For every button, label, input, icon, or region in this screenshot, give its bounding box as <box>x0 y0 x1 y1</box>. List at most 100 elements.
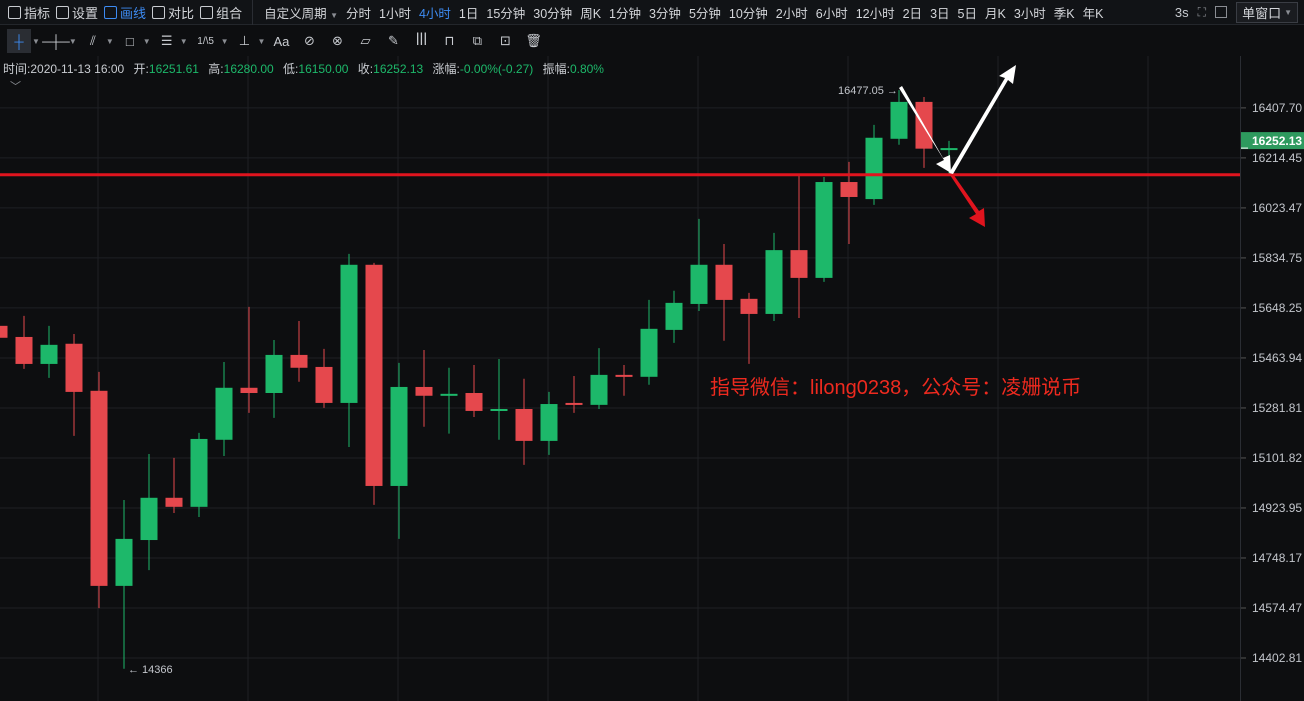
period-tab[interactable]: 3小时 <box>1013 6 1046 21</box>
arrow-down-red <box>950 174 985 227</box>
time-value: 2020-11-13 16:00 <box>30 62 125 76</box>
arrow-down-white <box>899 86 951 173</box>
period-tab[interactable]: 2日 <box>902 6 923 21</box>
candle-up <box>590 374 608 405</box>
period-tab[interactable]: 1日 <box>458 6 479 21</box>
copy-tool[interactable]: ⧉ <box>465 29 489 53</box>
settings-icon <box>56 5 70 19</box>
refresh-interval[interactable]: 3s <box>1174 4 1189 20</box>
candle-down <box>415 386 433 396</box>
candle-down <box>290 354 308 368</box>
chevron-down-icon: ▼ <box>330 10 338 20</box>
period-tab[interactable]: 5日 <box>957 6 977 21</box>
horizontal-line-tool[interactable]: ─┼─ ▼ <box>42 29 77 53</box>
compare-icon <box>152 5 166 19</box>
period-tab[interactable]: 季K <box>1053 6 1075 21</box>
y-tick-label: 15834.75 <box>1252 251 1302 265</box>
toolbar-combo-button[interactable]: 组合 <box>197 0 245 25</box>
toolbar-button-label: 画线 <box>120 5 147 21</box>
parallel-lines-tool[interactable]: ☰ ▼ <box>155 29 188 53</box>
y-tick-label: 14402.81 <box>1252 651 1302 665</box>
candle-up <box>340 264 358 403</box>
toolbar-indicator-button[interactable]: 指标 <box>5 0 53 25</box>
rectangle-tool[interactable]: □ ▼ <box>118 29 151 53</box>
period-tab[interactable]: 1小时 <box>379 6 411 21</box>
period-tab[interactable]: 6小时 <box>815 6 848 21</box>
period-tab[interactable]: 10分钟 <box>728 6 768 21</box>
window-mode-dropdown[interactable]: 单窗口 ▼ <box>1236 1 1298 23</box>
period-tab[interactable]: 月K <box>984 6 1006 21</box>
candle-up <box>890 101 908 139</box>
candle-down <box>615 374 633 377</box>
text-tool[interactable]: Aa <box>269 29 293 53</box>
open-value: 16251.61 <box>148 62 199 76</box>
min-price-label: ← 14366 <box>128 664 173 676</box>
period-tab[interactable]: 1分钟 <box>609 6 641 21</box>
lock-tool[interactable]: ⊓ <box>437 29 461 53</box>
max-price-label: 16477.05 → <box>838 85 898 97</box>
caret-icon[interactable]: ▼ <box>257 36 266 46</box>
toolbar-pen-button[interactable]: 画线 <box>101 0 149 25</box>
arrow-up-white <box>949 65 1016 174</box>
low-value: 16150.00 <box>298 62 349 76</box>
caret-icon[interactable]: ▼ <box>179 36 188 46</box>
toolbar-button-label: 对比 <box>168 5 195 21</box>
window-icon[interactable] <box>1215 6 1228 18</box>
change-value: -0.00%(-0.27) <box>459 62 534 76</box>
period-tab[interactable]: 12小时 <box>855 6 895 21</box>
copy-icon: ⧉ <box>472 33 483 48</box>
indicator-bars-icon: ꟾꟾꟾ <box>415 33 428 48</box>
caret-icon[interactable]: ▼ <box>220 36 229 46</box>
wave-tool[interactable]: 1/\5 ▼ <box>192 29 229 53</box>
wave-icon: 1/\5 <box>197 35 214 47</box>
period-tab[interactable]: 3分钟 <box>648 6 681 21</box>
period-tab[interactable]: 4小时 <box>418 6 451 21</box>
candle-up <box>265 354 283 394</box>
caret-icon[interactable]: ▼ <box>105 36 114 46</box>
period-tab[interactable]: 分时 <box>346 6 372 21</box>
chevron-down-icon[interactable]: ﹀ <box>10 81 21 93</box>
toolbar-compare-button[interactable]: 对比 <box>149 0 197 25</box>
delete-tool[interactable]: 🗑 <box>521 29 545 53</box>
ruler-tool[interactable]: ▱ <box>353 29 377 53</box>
magnet-tool[interactable]: ⊘ <box>297 29 321 53</box>
trash-icon: 🗑 <box>525 33 542 48</box>
period-tab[interactable]: 周K <box>580 6 602 21</box>
open-label: 开: <box>133 62 149 76</box>
candle-down <box>90 390 108 586</box>
candle-down <box>740 298 758 314</box>
candle-up <box>690 264 708 304</box>
period-tab[interactable]: 5分钟 <box>688 6 721 21</box>
link-tool[interactable]: ⊗ <box>325 29 349 53</box>
ruler-icon: ▱ <box>360 33 371 48</box>
caret-icon[interactable]: ▼ <box>32 36 40 46</box>
measure-tool[interactable]: ⊥ ▼ <box>233 29 266 53</box>
y-tick-label: 15101.82 <box>1252 451 1302 465</box>
custom-period-dropdown[interactable]: 自定义周期 ▼ <box>260 3 342 22</box>
period-tab[interactable]: 15分钟 <box>486 6 526 21</box>
trend-line-icon: ⫽ <box>89 33 96 48</box>
caret-icon[interactable]: ▼ <box>142 36 151 46</box>
crosshair-tool[interactable]: ┼ ▼ <box>7 29 40 53</box>
period-tab[interactable]: 2小时 <box>775 6 808 21</box>
period-tab[interactable]: 年K <box>1082 6 1104 21</box>
brush-icon: ✎ <box>388 33 399 48</box>
period-tab[interactable]: 30分钟 <box>533 6 573 21</box>
candle-up <box>190 438 208 507</box>
caret-icon[interactable]: ▼ <box>68 36 77 46</box>
low-label: 低: <box>283 62 299 76</box>
candle-up <box>940 148 958 151</box>
indicator-bars-tool[interactable]: ꟾꟾꟾ <box>409 29 433 53</box>
trend-line-tool[interactable]: ⫽ ▼ <box>81 29 114 53</box>
fullscreen-icon[interactable]: ⛶ <box>1197 4 1207 19</box>
period-tab[interactable]: 3日 <box>930 6 950 21</box>
candle-down <box>165 497 183 507</box>
candle-up <box>865 137 883 200</box>
hide-tool[interactable]: ⊡ <box>493 29 517 53</box>
brush-tool[interactable]: ✎ <box>381 29 405 53</box>
high-value: 16280.00 <box>223 62 274 76</box>
toolbar-settings-button[interactable]: 设置 <box>53 0 101 25</box>
y-tick-label: 16407.70 <box>1252 101 1302 115</box>
magnet-icon: ⊘ <box>304 33 315 48</box>
